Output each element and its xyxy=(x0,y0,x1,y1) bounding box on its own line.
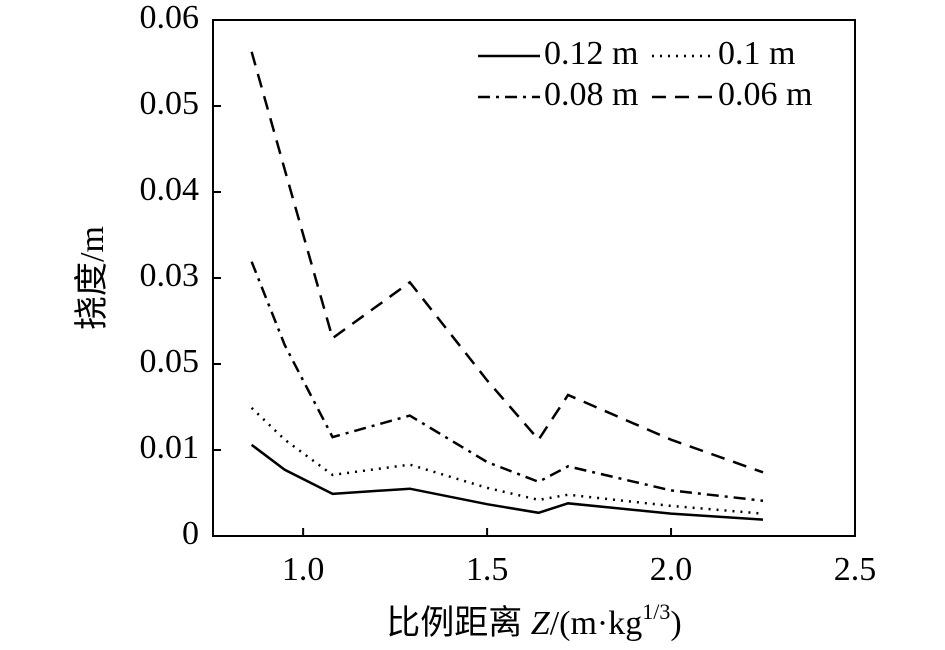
legend-label: 0.06 m xyxy=(718,76,812,113)
y-axis-label: 挠度/m xyxy=(73,226,111,330)
x-tick-label: 2.5 xyxy=(834,551,877,588)
y-tick-label: 0 xyxy=(182,515,199,552)
x-tick-label: 1.5 xyxy=(466,551,509,588)
x-tick-label: 2.0 xyxy=(650,551,693,588)
series-line xyxy=(250,261,764,502)
x-axis-label: 比例距离 Z/(m·kg1/3) xyxy=(386,599,681,642)
series-line xyxy=(250,51,764,474)
x-label-close: ) xyxy=(670,605,681,642)
y-tick-label: 0.06 xyxy=(140,0,200,36)
x-label-text: 比例距离 xyxy=(386,604,531,642)
x-label-var: Z xyxy=(531,605,551,642)
y-tick-label: 0.03 xyxy=(140,257,200,294)
series-line xyxy=(250,406,764,515)
y-tick-label: 0.01 xyxy=(140,429,200,466)
legend-label: 0.1 m xyxy=(718,35,795,72)
series-line xyxy=(250,443,764,521)
legend-label: 0.08 m xyxy=(544,76,638,113)
legend-label: 0.12 m xyxy=(544,35,638,72)
y-tick-label: 0.05 xyxy=(140,343,200,380)
x-tick-label: 1.0 xyxy=(282,551,325,588)
y-tick-label: 0.04 xyxy=(140,171,200,208)
x-label-unit: /(m·kg xyxy=(550,605,643,642)
y-tick-label: 0.05 xyxy=(140,85,200,122)
x-label-exp: 1/3 xyxy=(642,599,670,624)
